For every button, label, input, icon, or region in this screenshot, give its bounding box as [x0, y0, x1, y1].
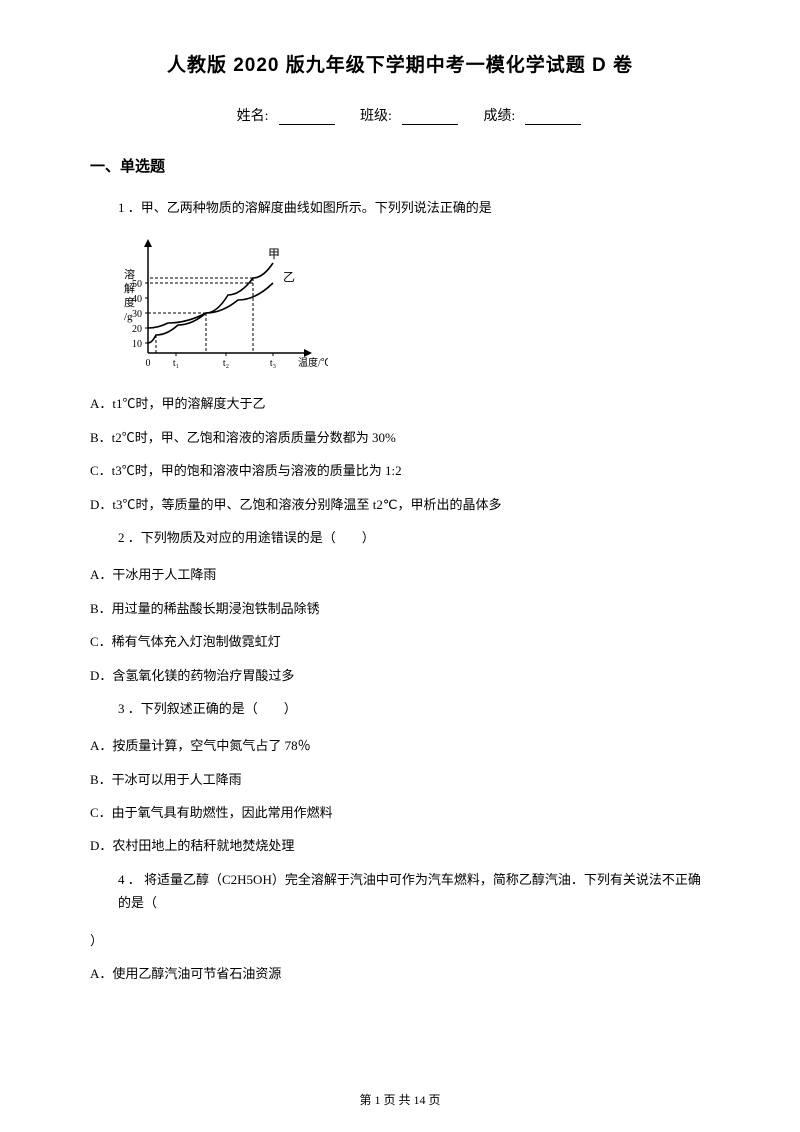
footer-prefix: 第	[359, 1093, 374, 1107]
q1-stem: 1 ．甲、乙两种物质的溶解度曲线如图所示。下列列说法正确的是	[118, 196, 710, 219]
q1-option-d[interactable]: D．t3℃时，等质量的甲、乙饱和溶液分别降温至 t2℃，甲析出的晶体多	[90, 493, 710, 516]
q3-option-a[interactable]: A．按质量计算，空气中氮气占了 78％	[90, 734, 710, 757]
q4-stem: 4 ． 将适量乙醇（C2H5OH）完全溶解于汽油中可作为汽车燃料，简称乙醇汽油．…	[118, 868, 710, 915]
q1-solubility-chart: 1020304050溶解度/g0t₁t₂t₃温度/℃甲乙	[118, 233, 710, 378]
q4-stem-line1: 4 ． 将适量乙醇（C2H5OH）完全溶解于汽油中可作为汽车燃料，简称乙醇汽油．…	[118, 872, 701, 910]
page-title: 人教版 2020 版九年级下学期中考一模化学试题 D 卷	[90, 50, 710, 77]
q2-option-d[interactable]: D．含氢氧化镁的药物治疗胃酸过多	[90, 664, 710, 687]
solubility-curve-svg: 1020304050溶解度/g0t₁t₂t₃温度/℃甲乙	[118, 233, 328, 373]
q3-stem: 3 ．下列叙述正确的是（ ）	[118, 697, 710, 720]
svg-text:度: 度	[124, 295, 135, 309]
svg-text:20: 20	[132, 324, 142, 335]
q4-stem-line2: ）	[90, 929, 710, 952]
student-info-line: 姓名: 班级: 成绩:	[90, 105, 710, 125]
svg-text:甲: 甲	[268, 247, 280, 261]
footer-mid: 页 共	[380, 1093, 413, 1107]
q3-option-c[interactable]: C．由于氧气具有助燃性，因此常用作燃料	[90, 801, 710, 824]
score-blank[interactable]	[525, 110, 581, 125]
svg-text:温度/℃: 温度/℃	[298, 356, 328, 369]
svg-text:乙: 乙	[283, 270, 295, 284]
page-footer: 第 1 页 共 14 页	[0, 1091, 800, 1108]
q2-stem: 2 ．下列物质及对应的用途错误的是（ ）	[118, 526, 710, 549]
class-blank[interactable]	[402, 110, 458, 125]
svg-text:0: 0	[146, 358, 151, 369]
svg-text:30: 30	[132, 309, 142, 320]
class-label: 班级:	[360, 109, 392, 124]
footer-total: 14	[414, 1093, 426, 1107]
q1-option-c[interactable]: C．t3℃时，甲的饱和溶液中溶质与溶液的质量比为 1:2	[90, 459, 710, 482]
svg-text:t₂: t₂	[223, 358, 229, 369]
footer-suffix: 页	[426, 1093, 441, 1107]
svg-text:t₁: t₁	[173, 358, 179, 369]
svg-text:t₃: t₃	[270, 358, 276, 369]
svg-text:/g: /g	[124, 311, 133, 323]
exam-page: 人教版 2020 版九年级下学期中考一模化学试题 D 卷 姓名: 班级: 成绩:…	[0, 0, 800, 1132]
q2-option-b[interactable]: B．用过量的稀盐酸长期浸泡铁制品除锈	[90, 597, 710, 620]
q1-option-b[interactable]: B．t2℃时，甲、乙饱和溶液的溶质质量分数都为 30%	[90, 426, 710, 449]
q3-option-b[interactable]: B．干冰可以用于人工降雨	[90, 768, 710, 791]
q2-option-a[interactable]: A．干冰用于人工降雨	[90, 563, 710, 586]
q4-option-a[interactable]: A．使用乙醇汽油可节省石油资源	[90, 962, 710, 985]
q3-option-d[interactable]: D．农村田地上的秸秆就地焚烧处理	[90, 834, 710, 857]
name-label: 姓名:	[237, 109, 269, 124]
score-label: 成绩:	[483, 109, 515, 124]
name-blank[interactable]	[279, 110, 335, 125]
svg-text:溶: 溶	[124, 267, 135, 281]
section-1-heading: 一、单选题	[90, 155, 710, 176]
q1-option-a[interactable]: A．t1℃时，甲的溶解度大于乙	[90, 392, 710, 415]
svg-text:解: 解	[124, 281, 135, 295]
svg-text:10: 10	[132, 339, 142, 350]
q2-option-c[interactable]: C．稀有气体充入灯泡制做霓虹灯	[90, 630, 710, 653]
